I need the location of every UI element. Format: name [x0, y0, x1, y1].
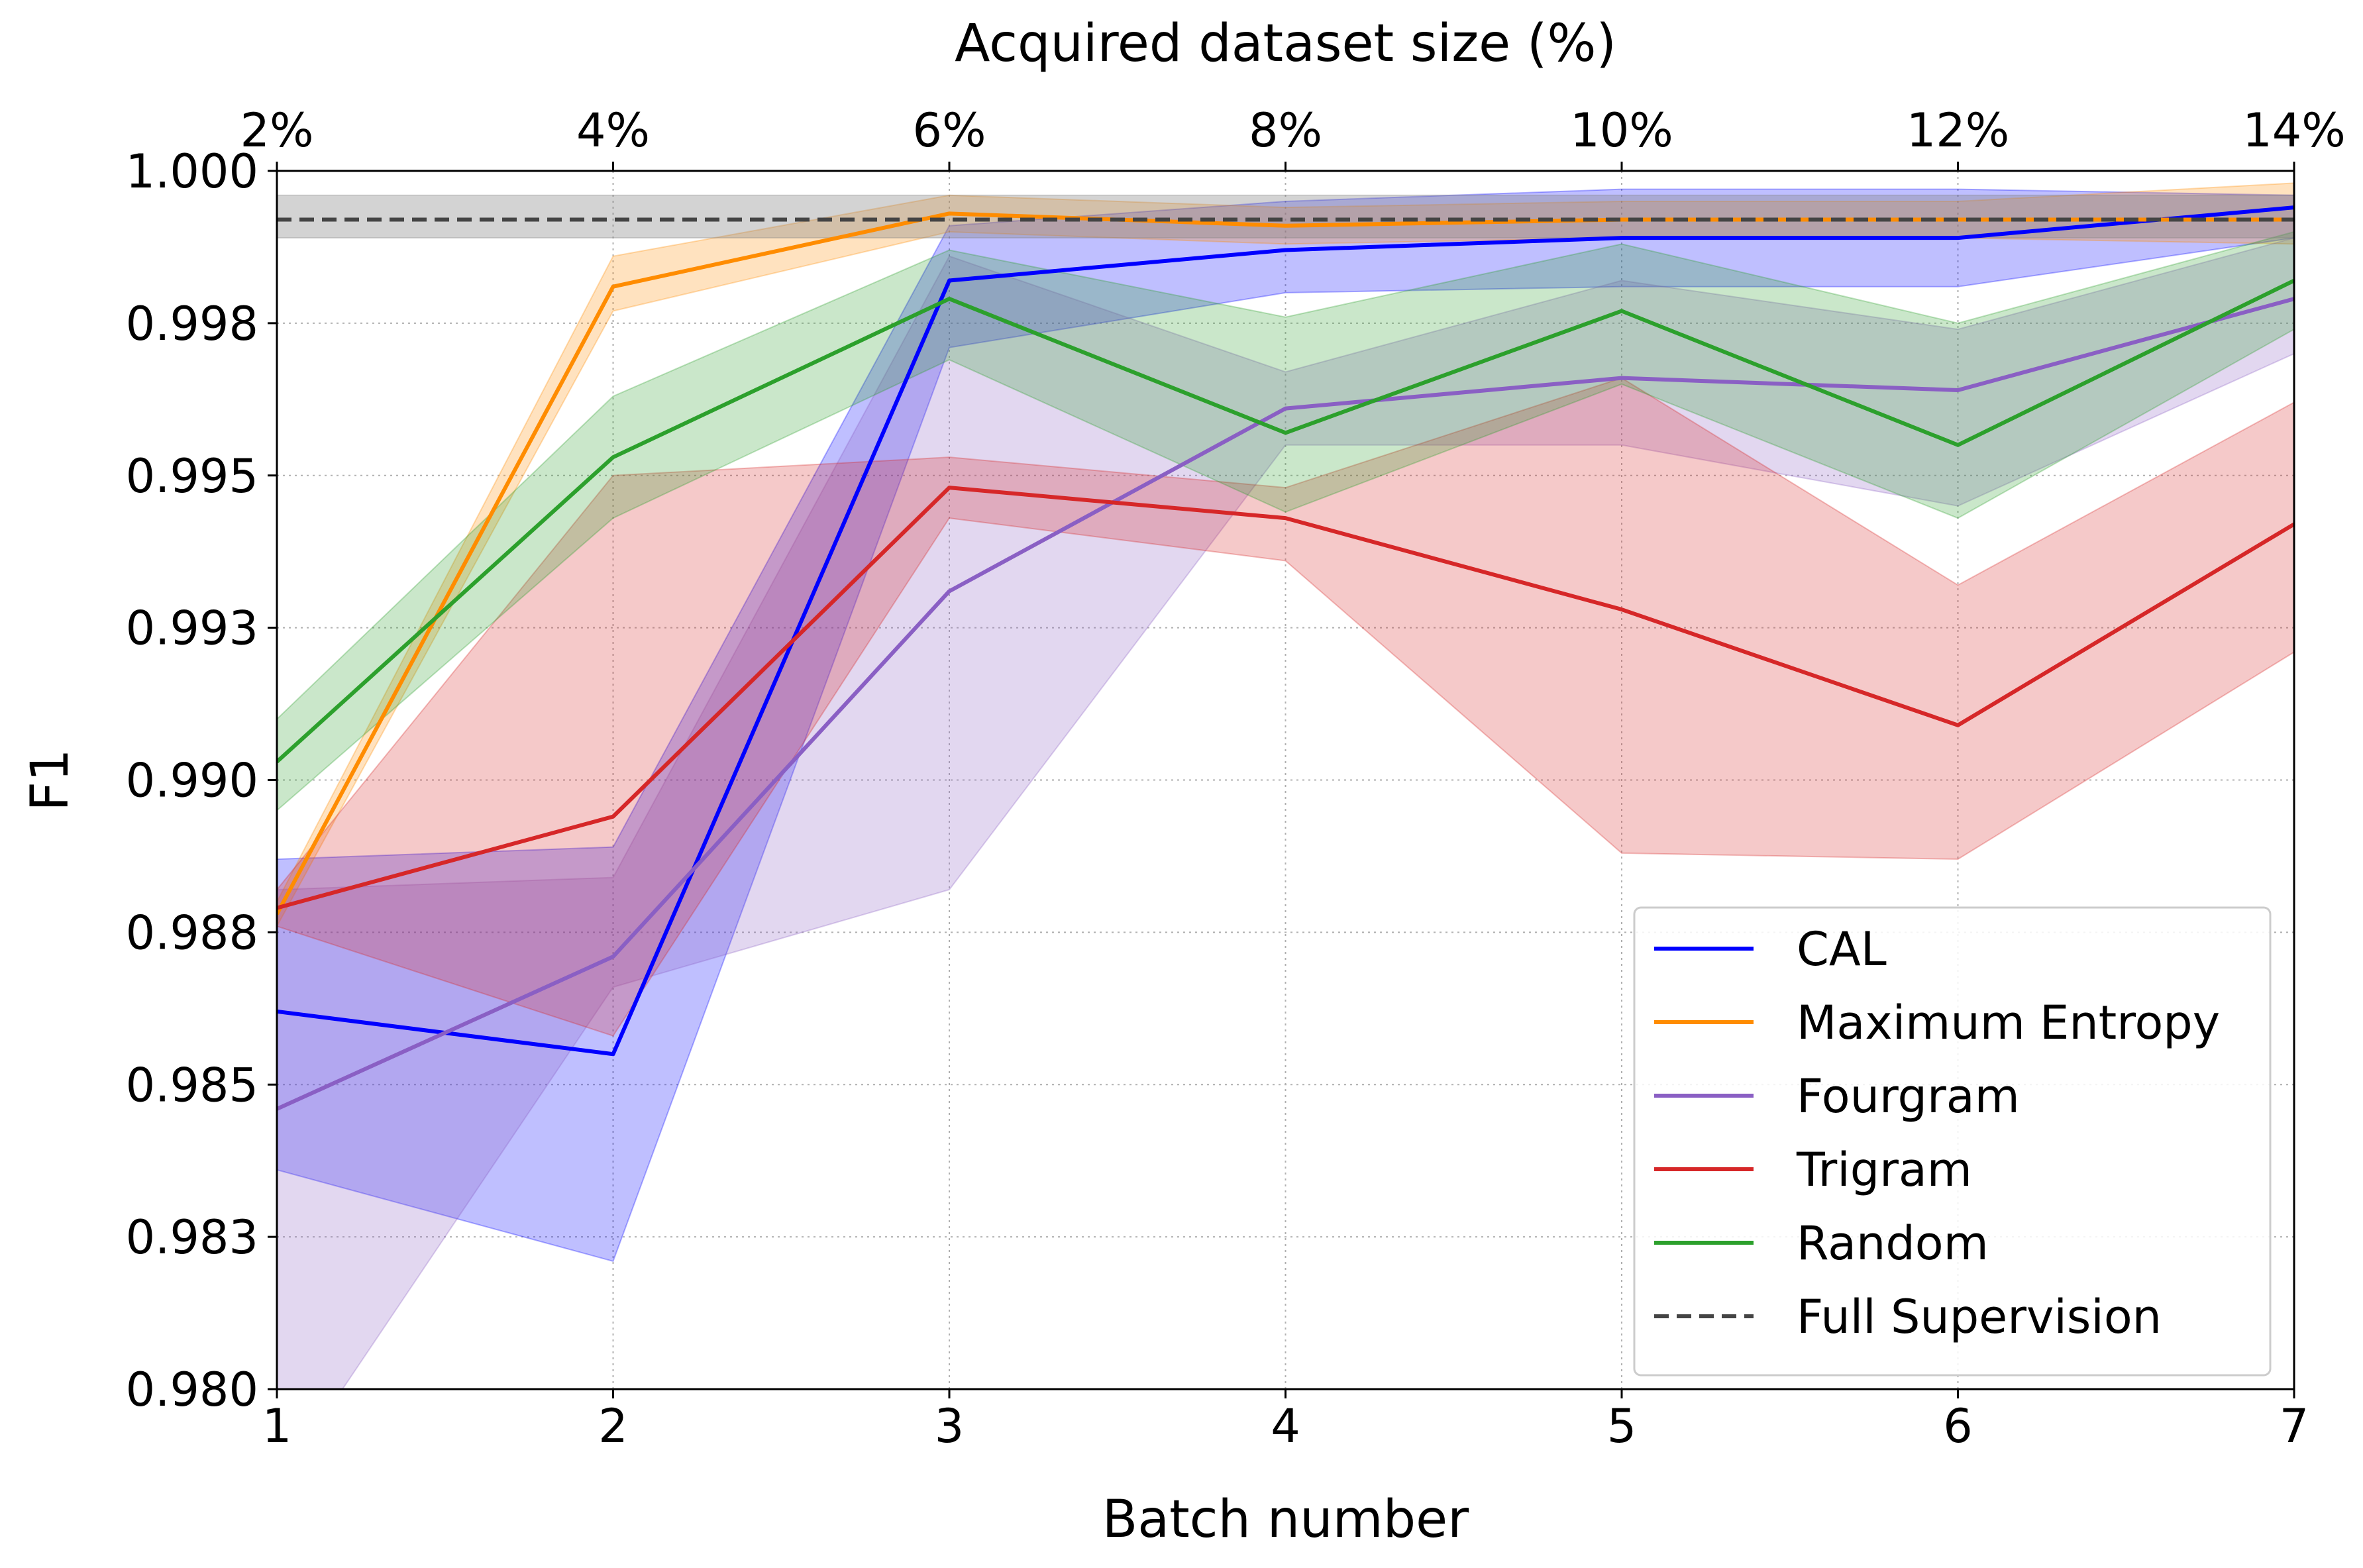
y-tick-label: 1.000	[126, 144, 258, 199]
y-tick-label: 0.988	[126, 906, 258, 960]
y-tick-label: 0.995	[126, 449, 258, 503]
axis-ticks: 12%24%36%48%510%612%714%0.9800.9830.9850…	[126, 103, 2346, 1453]
legend-label: CAL	[1797, 922, 1887, 976]
legend-label: Maximum Entropy	[1797, 996, 2220, 1050]
legend-label: Fourgram	[1797, 1069, 2020, 1124]
series-lines	[277, 205, 2294, 1111]
x-axis-title: Batch number	[1102, 1490, 1469, 1549]
top-tick-label: 12%	[1907, 103, 2010, 158]
x-tick-label: 2	[598, 1399, 628, 1453]
y-tick-label: 0.980	[126, 1363, 258, 1417]
top-axis-title: Acquired dataset size (%)	[955, 14, 1616, 74]
legend-label: Random	[1797, 1216, 1989, 1271]
legend: CAL Maximum Entropy Fourgram Trigram Random F…	[1633, 906, 2272, 1377]
top-tick-label: 14%	[2242, 103, 2346, 158]
series-line-trigram	[277, 486, 2294, 910]
y-tick-label: 0.985	[126, 1058, 258, 1112]
legend-box	[1633, 906, 2272, 1377]
band-trigram	[277, 377, 2294, 1037]
series-line-cal	[277, 205, 2294, 1057]
y-axis-title: F1	[21, 749, 80, 811]
x-tick-label: 6	[1943, 1399, 1973, 1453]
series-line-random	[277, 278, 2294, 764]
top-tick-label: 8%	[1249, 103, 1322, 158]
y-tick-label: 0.990	[126, 754, 258, 808]
legend-label: Full Supervision	[1797, 1290, 2162, 1344]
x-tick-label: 4	[1271, 1399, 1300, 1453]
top-tick-label: 6%	[912, 103, 986, 158]
series-line-fourgram	[277, 297, 2294, 1111]
x-tick-label: 5	[1607, 1399, 1637, 1453]
y-tick-label: 0.993	[126, 601, 258, 656]
x-tick-label: 1	[262, 1399, 292, 1453]
band-full-supervision	[277, 194, 2294, 239]
top-tick-label: 4%	[576, 103, 650, 158]
legend-label: Trigram	[1796, 1143, 1972, 1197]
y-tick-label: 0.998	[126, 297, 258, 351]
y-tick-label: 0.983	[126, 1210, 258, 1265]
top-tick-label: 2%	[240, 103, 313, 158]
x-tick-label: 7	[2280, 1399, 2309, 1453]
top-tick-label: 10%	[1570, 103, 1673, 158]
x-tick-label: 3	[935, 1399, 965, 1453]
band-maximum-entropy	[277, 182, 2294, 927]
